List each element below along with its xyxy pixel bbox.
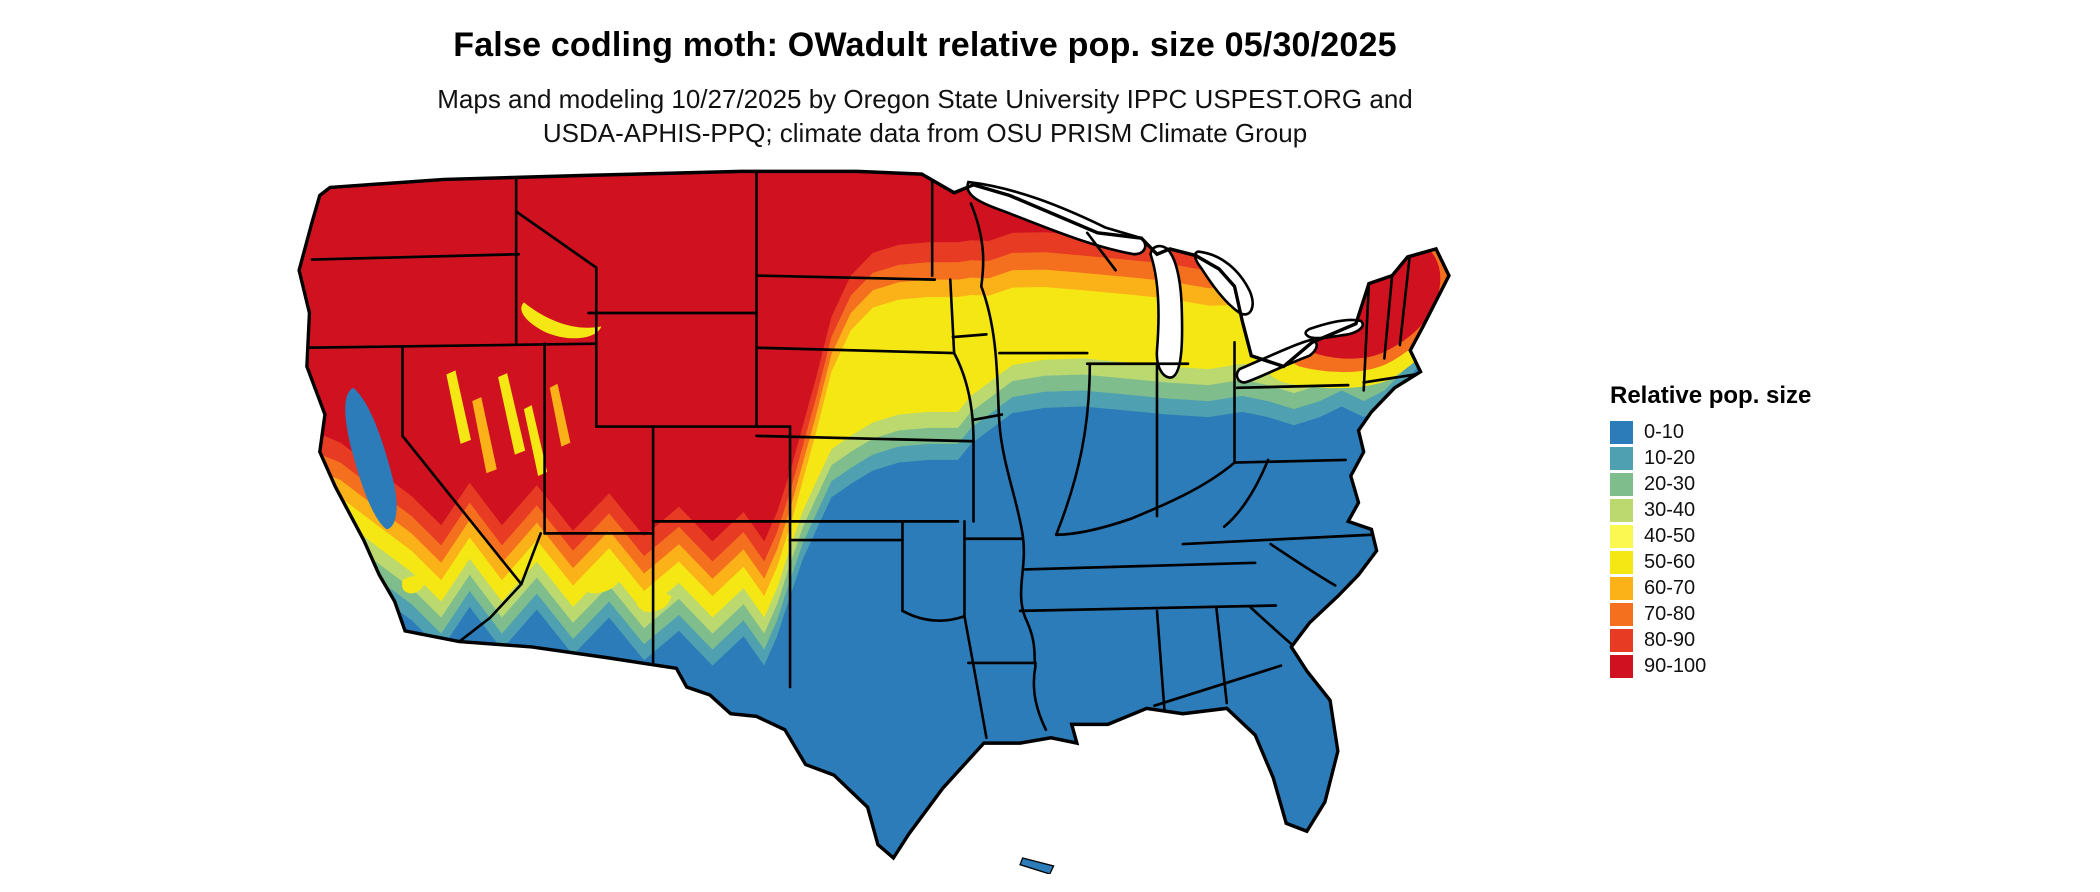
legend-item: 30-40 — [1610, 497, 1811, 523]
legend-item: 20-30 — [1610, 471, 1811, 497]
legend-item: 60-70 — [1610, 575, 1811, 601]
legend-swatch — [1610, 524, 1633, 548]
legend-label: 60-70 — [1644, 576, 1696, 599]
legend-item: 70-80 — [1610, 601, 1811, 627]
map-keys — [1019, 857, 1055, 874]
legend: Relative pop. size 0-10 10-20 20-30 30-4… — [1610, 382, 1811, 679]
legend-swatch — [1610, 628, 1633, 652]
subtitle-line-2: USDA-APHIS-PPQ; climate data from OSU PR… — [542, 118, 1308, 148]
subtitle-line-1: Maps and modeling 10/27/2025 by Oregon S… — [437, 84, 1413, 114]
legend-swatch — [1610, 420, 1633, 444]
legend-item: 40-50 — [1610, 523, 1811, 549]
map-subtitle: Maps and modeling 10/27/2025 by Oregon S… — [0, 82, 1850, 150]
legend-item: 90-100 — [1610, 653, 1811, 679]
legend-item: 0-10 — [1610, 419, 1811, 445]
legend-swatch — [1610, 446, 1633, 470]
legend-label: 0-10 — [1644, 420, 1685, 443]
legend-swatch — [1610, 550, 1633, 574]
legend-label: 90-100 — [1644, 654, 1707, 677]
map-state-borders — [302, 171, 1417, 740]
legend-label: 50-60 — [1644, 550, 1696, 573]
legend-label: 10-20 — [1644, 446, 1696, 469]
legend-item: 50-60 — [1610, 549, 1811, 575]
legend-swatch — [1610, 602, 1633, 626]
legend-label: 30-40 — [1644, 498, 1696, 521]
legend-swatch — [1610, 472, 1633, 496]
page-title: False codling moth: OWadult relative pop… — [453, 26, 1397, 64]
map-fill-layers — [299, 171, 1449, 858]
legend-label: 20-30 — [1644, 472, 1696, 495]
legend-item: 10-20 — [1610, 445, 1811, 471]
legend-swatch — [1610, 498, 1633, 522]
legend-item: 80-90 — [1610, 627, 1811, 653]
legend-swatch — [1610, 576, 1633, 600]
map-outline — [297, 169, 1451, 861]
legend-swatch — [1610, 654, 1633, 678]
legend-label: 70-80 — [1644, 602, 1696, 625]
legend-label: 40-50 — [1644, 524, 1696, 547]
legend-title: Relative pop. size — [1610, 382, 1812, 409]
legend-label: 80-90 — [1644, 628, 1696, 651]
us-map — [297, 169, 1451, 874]
